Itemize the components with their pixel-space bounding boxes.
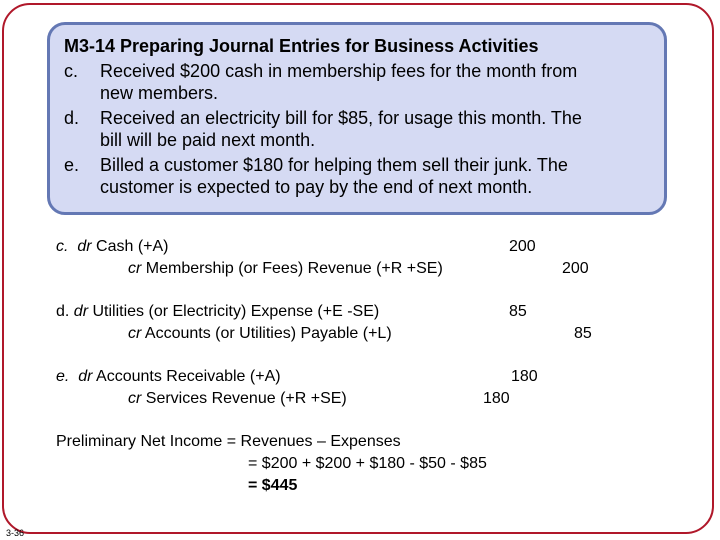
dr-prefix: dr	[77, 238, 92, 255]
entry-d-dr-amount: 85	[509, 303, 527, 320]
entry-c-cr-amount: 200	[562, 260, 589, 277]
dr-prefix: dr	[78, 368, 93, 385]
entry-e-credit: cr Services Revenue (+R +SE)	[128, 390, 347, 408]
entry-c-debit: c. dr Cash (+A)	[56, 238, 169, 256]
cr-prefix: cr	[128, 260, 142, 277]
problem-box	[47, 22, 667, 215]
item-text-line: Received $200 cash in membership fees fo…	[100, 61, 578, 81]
dr-prefix: dr	[73, 303, 89, 320]
dr-account: Cash (+A)	[96, 238, 169, 255]
entry-e-cr-amount: 180	[483, 390, 510, 407]
item-letter: c.	[64, 61, 79, 81]
item-text-line: Billed a customer $180 for helping them …	[100, 155, 568, 175]
cr-prefix: cr	[128, 390, 142, 407]
item-text-line: customer is expected to pay by the end o…	[100, 177, 533, 197]
net-income-line1: Preliminary Net Income = Revenues – Expe…	[56, 433, 401, 450]
entry-d-credit: cr Accounts (or Utilities) Payable (+L)	[128, 325, 392, 343]
dr-account: Accounts Receivable (+A)	[96, 368, 281, 385]
cr-account: Services Revenue (+R +SE)	[145, 390, 347, 407]
item-text-line: new members.	[100, 83, 219, 103]
cr-account: Accounts (or Utilities) Payable (+L)	[144, 325, 392, 342]
item-letter: d.	[64, 108, 80, 128]
item-text-line: bill will be paid next month.	[100, 130, 316, 150]
problem-title: M3-14 Preparing Journal Entries for Busi…	[64, 36, 539, 56]
cr-prefix: cr	[128, 325, 142, 342]
cr-account: Membership (or Fees) Revenue (+R +SE)	[145, 260, 443, 277]
entry-c-dr-amount: 200	[509, 238, 536, 255]
entry-d-cr-amount: 85	[574, 325, 592, 342]
slide-frame	[2, 3, 714, 534]
item-text-line: Received an electricity bill for $85, fo…	[100, 108, 582, 128]
entry-d-debit: d. dr Utilities (or Electricity) Expense…	[56, 303, 379, 321]
dr-account: Utilities (or Electricity) Expense (+E -…	[92, 303, 380, 320]
net-income-result: = $445	[248, 477, 298, 494]
entry-c-credit: cr Membership (or Fees) Revenue (+R +SE)	[128, 260, 443, 278]
entry-e-debit: e. dr Accounts Receivable (+A)	[56, 368, 281, 386]
entry-label: e.	[56, 368, 70, 385]
entry-label: c.	[56, 238, 69, 255]
net-income-line2: = $200 + $200 + $180 - $50 - $85	[248, 455, 487, 472]
entry-label: d.	[56, 303, 70, 320]
item-letter: e.	[64, 155, 80, 175]
entry-e-dr-amount: 180	[511, 368, 538, 385]
slide-number: 3-36	[6, 528, 25, 538]
